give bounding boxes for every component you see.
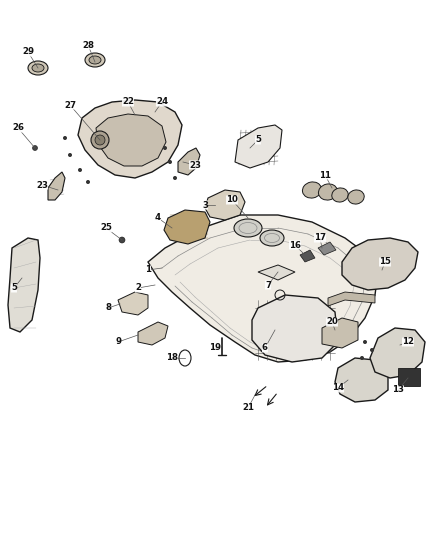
Ellipse shape (168, 160, 172, 164)
Text: 28: 28 (82, 41, 94, 50)
Text: 25: 25 (100, 223, 112, 232)
Polygon shape (235, 125, 282, 168)
Ellipse shape (234, 219, 262, 237)
Text: 15: 15 (379, 257, 391, 266)
Ellipse shape (260, 230, 284, 246)
Ellipse shape (318, 184, 338, 200)
Ellipse shape (63, 136, 67, 140)
Text: 7: 7 (265, 280, 271, 289)
Polygon shape (138, 322, 168, 345)
Text: 2: 2 (135, 284, 141, 293)
Text: 18: 18 (166, 353, 178, 362)
Polygon shape (335, 358, 388, 402)
Polygon shape (164, 210, 210, 244)
Text: 12: 12 (402, 337, 414, 346)
Ellipse shape (95, 135, 105, 145)
Text: 6: 6 (262, 343, 268, 352)
Text: 9: 9 (115, 337, 121, 346)
Ellipse shape (303, 182, 321, 198)
Text: 5: 5 (255, 135, 261, 144)
Ellipse shape (173, 176, 177, 180)
Polygon shape (192, 275, 342, 348)
Polygon shape (8, 238, 40, 332)
Polygon shape (96, 114, 166, 166)
Text: 23: 23 (36, 181, 48, 190)
Polygon shape (318, 242, 336, 255)
Ellipse shape (28, 61, 48, 75)
Text: 13: 13 (392, 385, 404, 394)
Ellipse shape (360, 356, 364, 360)
Polygon shape (205, 190, 245, 220)
Ellipse shape (348, 190, 364, 204)
Polygon shape (370, 328, 425, 378)
Polygon shape (48, 172, 65, 200)
Ellipse shape (332, 188, 348, 202)
Text: 29: 29 (22, 47, 34, 56)
Polygon shape (258, 265, 295, 280)
Text: 24: 24 (156, 98, 168, 107)
Ellipse shape (85, 53, 105, 67)
Text: 4: 4 (155, 214, 161, 222)
Text: 20: 20 (326, 318, 338, 327)
Text: 27: 27 (64, 101, 76, 109)
Text: 21: 21 (242, 403, 254, 413)
Text: 19: 19 (209, 343, 221, 352)
Text: 10: 10 (226, 196, 238, 205)
Ellipse shape (89, 56, 101, 64)
Ellipse shape (91, 131, 109, 149)
Ellipse shape (78, 168, 82, 172)
Ellipse shape (163, 146, 167, 150)
Text: 3: 3 (202, 200, 208, 209)
Text: 23: 23 (189, 160, 201, 169)
Polygon shape (252, 295, 338, 362)
Ellipse shape (119, 237, 125, 243)
Text: 1: 1 (145, 265, 151, 274)
Ellipse shape (68, 153, 72, 157)
Polygon shape (342, 238, 418, 290)
Polygon shape (328, 292, 375, 306)
Ellipse shape (32, 64, 44, 72)
Text: 14: 14 (332, 384, 344, 392)
Polygon shape (178, 148, 200, 175)
Polygon shape (118, 292, 148, 315)
Ellipse shape (370, 348, 374, 352)
Bar (398, 368, 420, 386)
Ellipse shape (363, 340, 367, 344)
Ellipse shape (32, 146, 38, 150)
Text: 16: 16 (289, 240, 301, 249)
Text: 8: 8 (105, 303, 111, 312)
Text: 17: 17 (314, 233, 326, 243)
Polygon shape (300, 250, 315, 262)
Text: 11: 11 (319, 171, 331, 180)
Ellipse shape (86, 180, 90, 184)
Polygon shape (78, 100, 182, 178)
Polygon shape (148, 215, 378, 362)
Text: 5: 5 (11, 284, 17, 293)
Polygon shape (322, 318, 358, 348)
Text: 22: 22 (122, 98, 134, 107)
Text: 26: 26 (12, 124, 24, 133)
